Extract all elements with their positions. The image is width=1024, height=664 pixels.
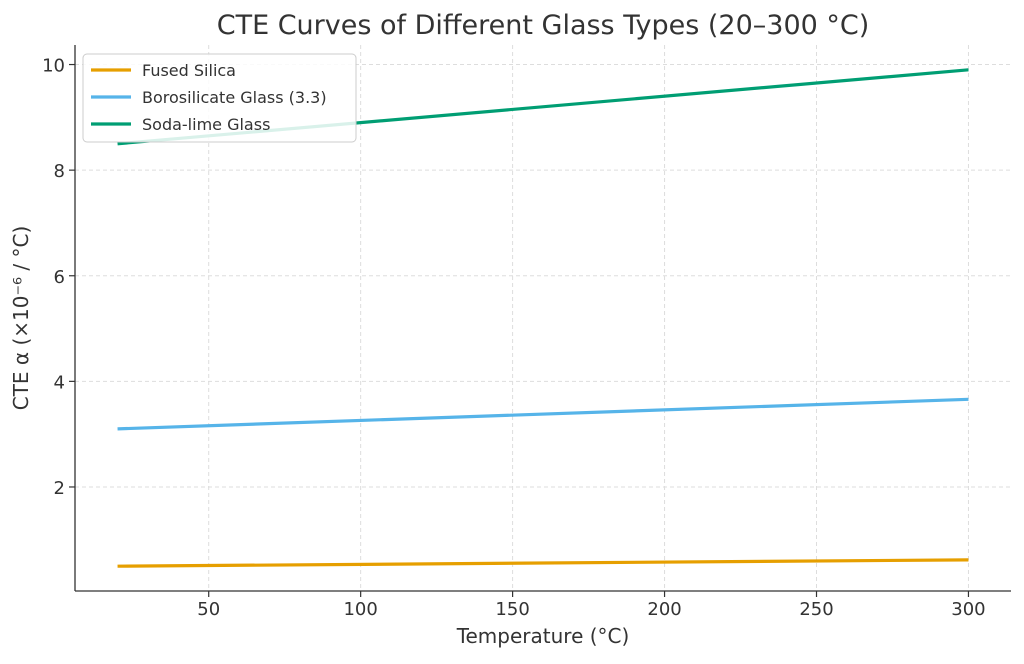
ticks: 50 100 150 200 250 300 2 4 6 8 10 bbox=[42, 56, 986, 620]
legend-label: Fused Silica bbox=[142, 61, 236, 80]
y-tick-label: 8 bbox=[54, 161, 65, 182]
y-tick-label: 2 bbox=[54, 478, 65, 499]
x-tick-label: 50 bbox=[197, 599, 220, 620]
x-tick-label: 250 bbox=[799, 599, 833, 620]
y-tick-label: 6 bbox=[54, 267, 65, 288]
y-axis-label: CTE α (×10⁻⁶ / °C) bbox=[9, 226, 33, 411]
x-tick-label: 100 bbox=[343, 599, 377, 620]
series-line-fused-silica bbox=[117, 558, 969, 568]
legend-box bbox=[82, 53, 357, 143]
legend-label: Borosilicate Glass (3.3) bbox=[142, 88, 327, 107]
x-tick-label: 300 bbox=[951, 599, 985, 620]
series-lines bbox=[117, 68, 969, 568]
legend-label: Soda-lime Glass bbox=[142, 115, 270, 134]
x-tick-label: 150 bbox=[495, 599, 529, 620]
y-tick-label: 10 bbox=[42, 56, 65, 77]
y-tick-label: 4 bbox=[54, 372, 65, 393]
axes bbox=[74, 45, 1011, 592]
series-line-borosilicate-glass-3-3- bbox=[117, 397, 969, 431]
legend: Fused Silica Borosilicate Glass (3.3) Soda… bbox=[82, 53, 357, 143]
x-tick-label: 200 bbox=[647, 599, 681, 620]
x-axis-label: Temperature (°C) bbox=[456, 624, 630, 648]
chart-title: CTE Curves of Different Glass Types (20–… bbox=[217, 10, 870, 41]
